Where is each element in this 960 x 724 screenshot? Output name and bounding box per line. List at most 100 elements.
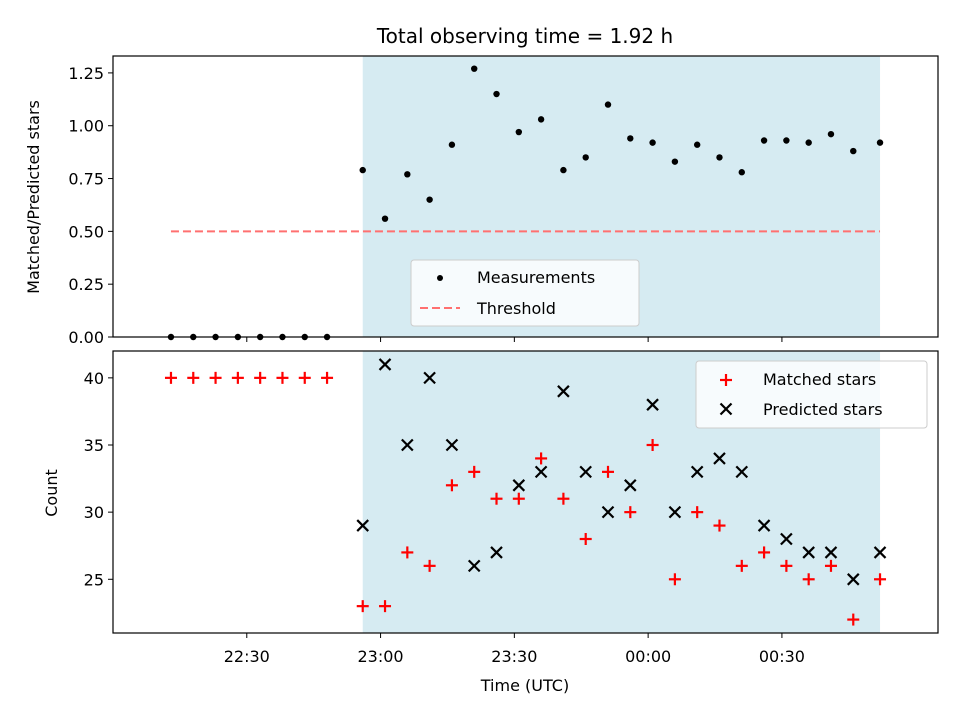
predicted-star-point xyxy=(713,452,726,465)
predicted-star-point xyxy=(668,505,682,519)
predicted-star-point xyxy=(512,479,526,492)
predicted-star-point xyxy=(780,532,793,546)
y-tick-label: 35 xyxy=(84,436,104,455)
predicted-star-point xyxy=(735,465,749,479)
x-tick-label: 00:30 xyxy=(759,647,805,666)
matched-star-point xyxy=(379,600,392,613)
matched-star-point xyxy=(401,546,414,559)
matched-star-point xyxy=(356,600,369,613)
measurement-point xyxy=(448,141,456,148)
y-tick-label: 1.25 xyxy=(68,64,104,83)
matched-star-point xyxy=(691,506,704,519)
y-tick-label: 0.50 xyxy=(68,222,104,241)
measurement-point xyxy=(738,169,745,176)
matched-star-point xyxy=(468,465,481,478)
cross-b xyxy=(378,358,392,371)
cross-b xyxy=(401,438,414,452)
matched-star-point xyxy=(321,371,334,384)
x-tick-label: 23:00 xyxy=(358,647,404,666)
matched-star-point xyxy=(713,519,726,532)
measurement-point xyxy=(760,137,768,144)
predicted-star-point xyxy=(557,385,570,398)
matched-star-point xyxy=(557,492,570,505)
matched-star-point xyxy=(758,546,771,559)
matched-star-point xyxy=(735,559,748,572)
matched-star-point xyxy=(780,559,793,572)
predicted-star-point xyxy=(534,465,548,479)
matched-star-point xyxy=(298,371,311,384)
predicted-star-point xyxy=(873,546,887,559)
measurement-point xyxy=(716,154,723,161)
matched-star-point xyxy=(254,371,267,384)
cross-b xyxy=(690,465,704,479)
cross-b xyxy=(490,546,503,559)
measurement-point xyxy=(805,139,812,146)
cross-b xyxy=(719,402,733,416)
cross-b xyxy=(668,505,682,519)
matched-star-point xyxy=(187,371,200,384)
measurement-point xyxy=(359,166,366,174)
predicted-star-point xyxy=(423,371,436,385)
predicted-star-point xyxy=(401,438,414,452)
cross-b xyxy=(646,398,659,411)
y-tick-label: 0.00 xyxy=(68,328,104,347)
top-y-axis-label: Matched/Predicted stars xyxy=(24,100,43,294)
predicted-star-point xyxy=(490,546,503,559)
predicted-star-point xyxy=(690,465,704,479)
measurement-point xyxy=(560,166,567,174)
axes-frame xyxy=(112,55,939,338)
matched-star-point xyxy=(874,573,887,586)
matched-star-point xyxy=(824,559,837,572)
matched-star-point xyxy=(624,506,637,519)
matched-star-point xyxy=(490,492,503,505)
predicted-star-point xyxy=(378,358,392,371)
predicted-star-point xyxy=(467,559,481,573)
cross-b xyxy=(557,385,570,398)
predicted-star-point xyxy=(802,546,815,559)
matched-star-point xyxy=(209,371,222,384)
matched-star-point xyxy=(579,533,592,545)
measurement-point xyxy=(627,135,634,142)
measurement-point xyxy=(827,130,835,138)
y-tick-label: 30 xyxy=(84,503,104,522)
measurement-point xyxy=(582,154,589,161)
cross-b xyxy=(624,479,637,492)
measurement-point xyxy=(649,139,656,146)
measurement-point xyxy=(515,128,523,136)
predicted-star-point xyxy=(824,546,838,559)
matched-star-point xyxy=(231,371,244,384)
legend-predicted-label: Predicted stars xyxy=(763,400,883,419)
predicted-star-point xyxy=(601,505,615,519)
measurement-point xyxy=(404,171,411,178)
measurement-point xyxy=(850,147,857,155)
cross-b xyxy=(824,546,838,559)
y-tick-label: 0.25 xyxy=(68,275,104,294)
matched-star-point xyxy=(535,452,548,465)
measurement-point xyxy=(537,116,545,123)
ratio-panel: 0.00 0.25 0.50 0.75 1.00 1.25 Measurements Thre… xyxy=(68,55,939,347)
matched-star-point xyxy=(164,371,177,384)
matched-star-point xyxy=(802,573,815,586)
cross-b xyxy=(780,532,793,546)
predicted-star-point xyxy=(846,573,860,586)
measurement-point xyxy=(671,158,679,165)
cross-b xyxy=(846,573,860,586)
cross-b xyxy=(713,452,726,465)
legend-threshold-label: Threshold xyxy=(476,299,556,318)
count-panel: 25 30 35 40 22:30 23:00 23:30 00:00 00:30 Matched… xyxy=(84,350,939,666)
y-tick-label: 1.00 xyxy=(68,117,104,136)
legend-matched-label: Matched stars xyxy=(763,370,876,389)
cross-b xyxy=(445,438,459,452)
predicted-star-point xyxy=(624,479,637,492)
cross-b xyxy=(512,479,526,492)
matched-star-point xyxy=(445,479,458,492)
cross-b xyxy=(356,519,370,532)
predicted-star-point xyxy=(356,519,370,532)
axes-frame xyxy=(112,350,939,634)
cross-b xyxy=(873,546,887,559)
matched-star-point xyxy=(602,465,614,478)
measurement-point xyxy=(783,137,790,144)
y-tick-label: 25 xyxy=(84,570,104,589)
matched-star-point xyxy=(668,573,681,586)
